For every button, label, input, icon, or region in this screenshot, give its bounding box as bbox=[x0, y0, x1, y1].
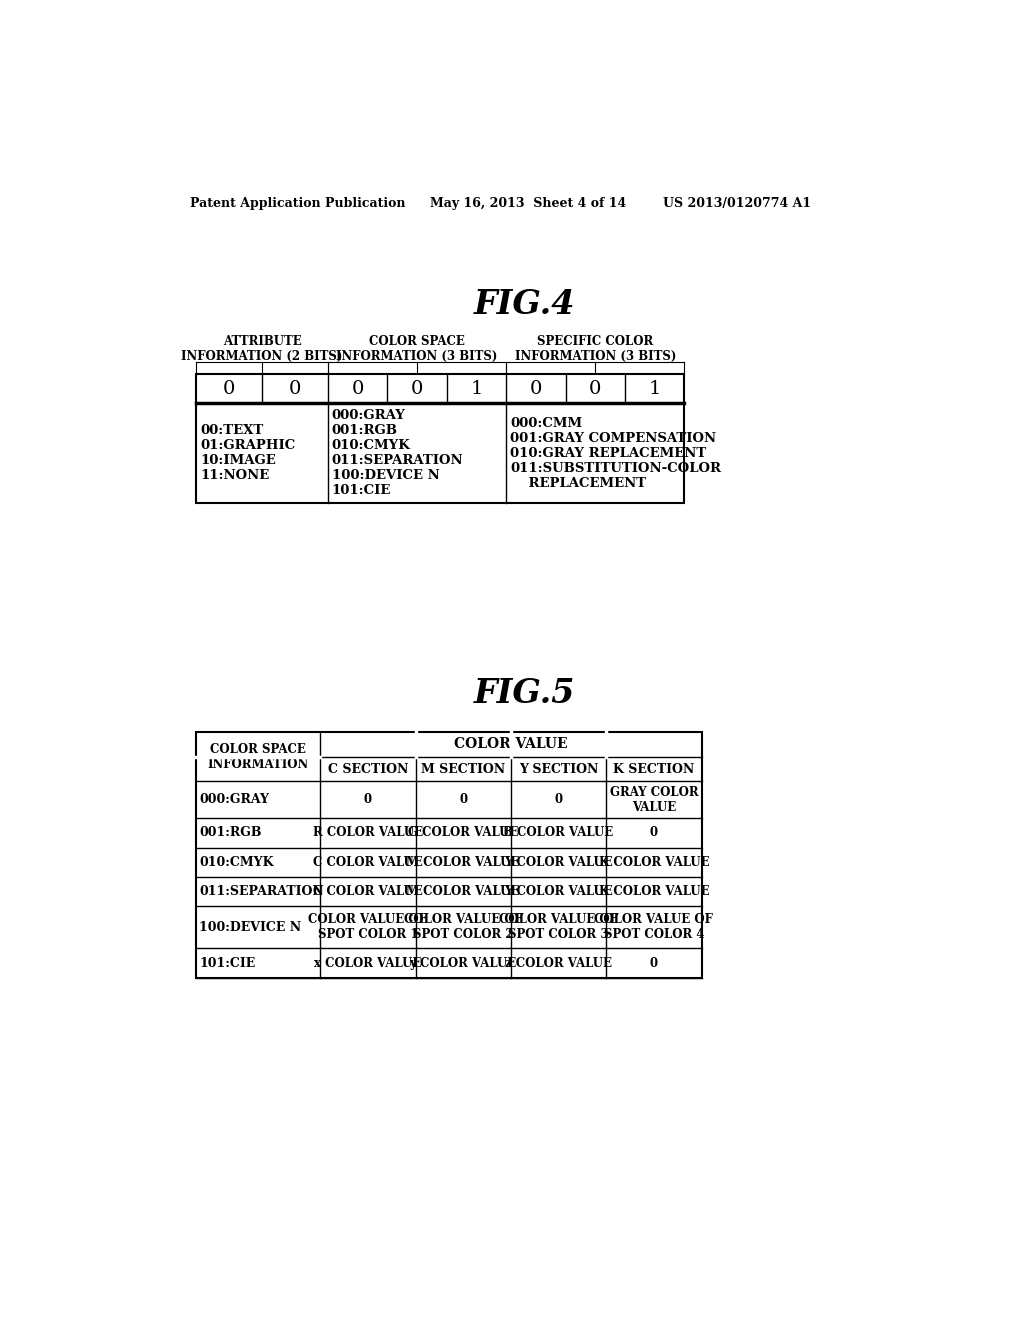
Text: z COLOR VALUE: z COLOR VALUE bbox=[505, 957, 612, 970]
Text: 000:GRAY
001:RGB
010:CMYK
011:SEPARATION
100:DEVICE N
101:CIE: 000:GRAY 001:RGB 010:CMYK 011:SEPARATION… bbox=[332, 409, 464, 498]
Text: COLOR VALUE OF
SPOT COLOR 4: COLOR VALUE OF SPOT COLOR 4 bbox=[594, 913, 714, 941]
Text: 101:CIE: 101:CIE bbox=[200, 957, 256, 970]
Text: 0: 0 bbox=[351, 380, 364, 397]
Text: 1: 1 bbox=[470, 380, 482, 397]
Text: 0: 0 bbox=[459, 793, 467, 807]
Text: US 2013/0120774 A1: US 2013/0120774 A1 bbox=[663, 197, 811, 210]
Text: 011:SEPARATION: 011:SEPARATION bbox=[200, 884, 324, 898]
Bar bbox=[197, 733, 701, 978]
Text: Y SECTION: Y SECTION bbox=[519, 763, 598, 776]
Text: 1: 1 bbox=[648, 380, 660, 397]
Text: 001:RGB: 001:RGB bbox=[200, 826, 262, 840]
Text: COLOR VALUE: COLOR VALUE bbox=[454, 738, 567, 751]
Bar bbox=[197, 374, 684, 503]
Text: 0: 0 bbox=[289, 380, 301, 397]
Text: Y COLOR VALUE: Y COLOR VALUE bbox=[504, 884, 613, 898]
Text: K SECTION: K SECTION bbox=[613, 763, 694, 776]
Text: 00:TEXT
01:GRAPHIC
10:IMAGE
11:NONE: 00:TEXT 01:GRAPHIC 10:IMAGE 11:NONE bbox=[200, 424, 295, 482]
Text: C SECTION: C SECTION bbox=[328, 763, 408, 776]
Text: M SECTION: M SECTION bbox=[421, 763, 505, 776]
Text: C COLOR VALUE: C COLOR VALUE bbox=[313, 884, 423, 898]
Text: 0: 0 bbox=[650, 957, 657, 970]
Text: Y COLOR VALUE: Y COLOR VALUE bbox=[504, 855, 613, 869]
Text: M COLOR VALUE: M COLOR VALUE bbox=[407, 855, 520, 869]
Text: x COLOR VALUE: x COLOR VALUE bbox=[314, 957, 422, 970]
Text: 0: 0 bbox=[364, 793, 372, 807]
Text: M COLOR VALUE: M COLOR VALUE bbox=[407, 884, 520, 898]
Text: COLOR VALUE OF
SPOT COLOR 2: COLOR VALUE OF SPOT COLOR 2 bbox=[403, 913, 522, 941]
Text: 0: 0 bbox=[650, 826, 657, 840]
Text: K COLOR VALUE: K COLOR VALUE bbox=[598, 855, 710, 869]
Text: 100:DEVICE N: 100:DEVICE N bbox=[200, 921, 301, 933]
Text: G COLOR VALUE: G COLOR VALUE bbox=[408, 826, 518, 840]
Text: B COLOR VALUE: B COLOR VALUE bbox=[504, 826, 613, 840]
Text: COLOR VALUE OF
SPOT COLOR 3: COLOR VALUE OF SPOT COLOR 3 bbox=[499, 913, 617, 941]
Text: FIG.4: FIG.4 bbox=[474, 288, 575, 321]
Text: 0: 0 bbox=[529, 380, 542, 397]
Text: y COLOR VALUE: y COLOR VALUE bbox=[410, 957, 517, 970]
Text: GRAY COLOR
VALUE: GRAY COLOR VALUE bbox=[609, 785, 698, 814]
Text: 000:CMM
001:GRAY COMPENSATION
010:GRAY REPLACEMENT
011:SUBSTITUTION-COLOR
    RE: 000:CMM 001:GRAY COMPENSATION 010:GRAY R… bbox=[510, 417, 721, 490]
Text: 0: 0 bbox=[554, 793, 562, 807]
Text: K COLOR VALUE: K COLOR VALUE bbox=[598, 884, 710, 898]
Text: 010:CMYK: 010:CMYK bbox=[200, 855, 273, 869]
Text: SPECIFIC COLOR
INFORMATION (3 BITS): SPECIFIC COLOR INFORMATION (3 BITS) bbox=[515, 335, 676, 363]
Text: C COLOR VALUE: C COLOR VALUE bbox=[313, 855, 423, 869]
Text: 000:GRAY: 000:GRAY bbox=[200, 793, 269, 807]
Text: 0: 0 bbox=[411, 380, 423, 397]
Text: COLOR VALUE OF
SPOT COLOR 1: COLOR VALUE OF SPOT COLOR 1 bbox=[308, 913, 427, 941]
Text: COLOR SPACE
INFORMATION: COLOR SPACE INFORMATION bbox=[208, 743, 309, 771]
Text: COLOR SPACE
INFORMATION (3 BITS): COLOR SPACE INFORMATION (3 BITS) bbox=[337, 335, 498, 363]
Text: Patent Application Publication: Patent Application Publication bbox=[190, 197, 406, 210]
Text: FIG.5: FIG.5 bbox=[474, 677, 575, 710]
Text: R COLOR VALUE: R COLOR VALUE bbox=[312, 826, 423, 840]
Text: 0: 0 bbox=[589, 380, 601, 397]
Text: ATTRIBUTE
INFORMATION (2 BITS): ATTRIBUTE INFORMATION (2 BITS) bbox=[181, 335, 343, 363]
Text: May 16, 2013  Sheet 4 of 14: May 16, 2013 Sheet 4 of 14 bbox=[430, 197, 627, 210]
Text: 0: 0 bbox=[223, 380, 236, 397]
